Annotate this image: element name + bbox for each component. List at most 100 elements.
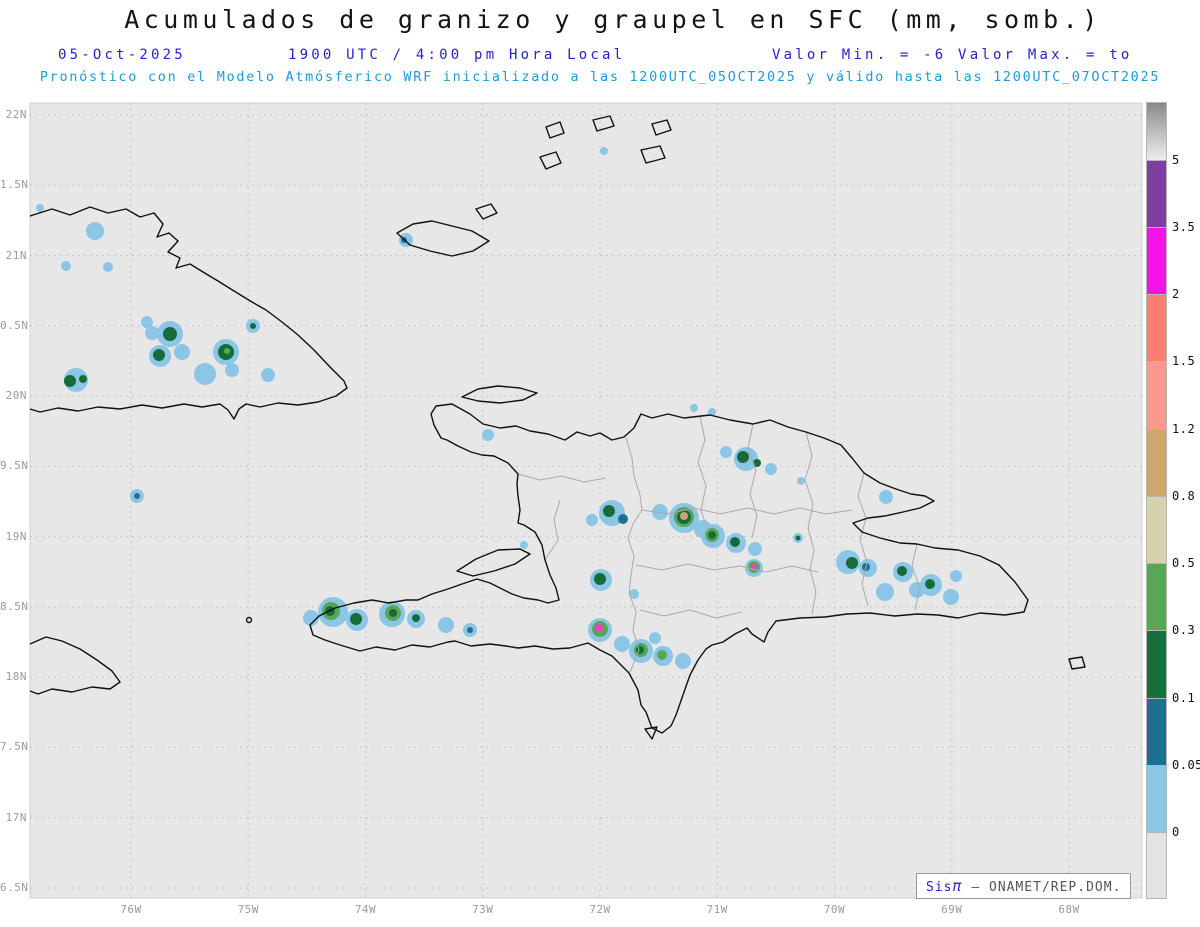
hail-cell xyxy=(649,632,661,644)
colorbar-label: 0 xyxy=(1172,825,1180,839)
page-title: Acumulados de granizo y graupel en SFC (… xyxy=(124,5,1102,34)
colorbar-segment xyxy=(1146,562,1167,633)
hail-cell xyxy=(261,368,275,382)
hail-cell xyxy=(652,504,668,520)
colorbar-label: 0.1 xyxy=(1172,690,1196,705)
hail-cell xyxy=(61,261,71,271)
province-line xyxy=(747,423,758,539)
province-line xyxy=(635,563,819,573)
map-background xyxy=(29,102,1143,899)
forecast-model-line: Pronóstico con el Modelo Atmósferico WRF… xyxy=(39,69,1161,85)
y-tick-label: 6.5N xyxy=(0,880,29,894)
hail-shading-layer xyxy=(36,147,962,669)
hail-cell xyxy=(753,459,761,467)
colorbar-segment xyxy=(1146,832,1167,899)
x-axis: 76W 75W 74W 73W 72W 71W 70W 69W 68W xyxy=(0,903,1200,921)
hail-cell xyxy=(595,624,603,632)
jamaica-coastline xyxy=(30,636,121,695)
hail-cell xyxy=(520,541,528,549)
cuba-coastline xyxy=(30,206,348,420)
hail-cell xyxy=(657,650,667,660)
coastlines xyxy=(30,115,1086,740)
colorbar-segment xyxy=(1146,495,1167,566)
hail-cell xyxy=(737,451,749,463)
minmax-label: Valor Min. = -6 Valor Max. = to xyxy=(772,47,1133,63)
great-inagua-coastline xyxy=(396,220,490,257)
colorbar-label: 5 xyxy=(1172,152,1180,167)
department-line xyxy=(517,473,607,483)
hail-cell xyxy=(846,557,858,569)
y-tick-label: 21N xyxy=(5,248,27,262)
hail-cell xyxy=(194,363,216,385)
hail-cell xyxy=(163,327,177,341)
y-tick-label: 17N xyxy=(5,810,27,824)
hail-cell xyxy=(603,505,615,517)
hail-cell xyxy=(153,349,165,361)
colorbar: 5 3.5 2 1.5 1.2 0.8 0.5 0.3 0.1 0.05 0 xyxy=(1146,0,1200,927)
province-line xyxy=(697,415,709,533)
turks-caicos-island xyxy=(545,121,565,139)
hail-cell xyxy=(79,375,87,383)
date-label: 05-Oct-2025 xyxy=(58,47,186,63)
province-line xyxy=(857,472,869,607)
y-axis: 22N 1.5N 21N 0.5N 20N 9.5N 19N 8.5N 18N 7.5N 17N 6.… xyxy=(0,0,29,927)
hail-cell xyxy=(438,617,454,633)
hispaniola-coastline xyxy=(309,403,1029,734)
colorbar-segment xyxy=(1146,764,1167,835)
y-tick-label: 0.5N xyxy=(0,318,29,332)
province-line xyxy=(639,609,743,619)
province-line xyxy=(641,507,853,515)
province-line xyxy=(911,543,921,611)
x-tick-label: 76W xyxy=(120,903,142,916)
hail-cell xyxy=(879,490,893,504)
y-tick-label: 1.5N xyxy=(0,178,29,192)
hail-cell xyxy=(765,463,777,475)
credit-box: Sisπ – ONAMET/REP.DOM. xyxy=(916,873,1132,899)
hail-cell xyxy=(680,512,688,520)
colorbar-label: 1.5 xyxy=(1172,354,1196,369)
turks-caicos-island xyxy=(640,145,666,164)
hail-cell xyxy=(134,493,140,499)
x-tick-label: 69W xyxy=(941,903,963,916)
hail-cell xyxy=(594,573,606,585)
hail-cell xyxy=(250,323,256,329)
hail-cell xyxy=(225,363,239,377)
hail-cell xyxy=(708,408,716,416)
x-tick-label: 72W xyxy=(589,903,611,916)
colorbar-segment xyxy=(1146,361,1167,431)
province-borders xyxy=(517,415,921,673)
hail-cell xyxy=(412,614,420,622)
x-tick-label: 73W xyxy=(472,903,494,916)
y-tick-label: 19N xyxy=(5,529,27,543)
colorbar-segment xyxy=(1146,428,1167,498)
hail-cell xyxy=(795,535,801,541)
turks-caicos-island xyxy=(592,115,615,132)
y-tick-label: 20N xyxy=(5,389,27,403)
turks-caicos-island xyxy=(651,119,672,136)
hail-cell xyxy=(629,589,639,599)
hail-cell xyxy=(943,589,959,605)
tortuga-island-coastline xyxy=(461,385,538,404)
colorbar-segment xyxy=(1146,226,1167,297)
hail-cell xyxy=(876,583,894,601)
hail-cell xyxy=(614,636,630,652)
hail-cell xyxy=(174,344,190,360)
hail-cell xyxy=(600,147,608,155)
haiti-dr-border xyxy=(625,437,643,673)
hail-cell xyxy=(675,653,691,669)
y-tick-label: 8.5N xyxy=(0,599,29,613)
pi-symbol: π xyxy=(952,877,963,895)
colorbar-label: 0.5 xyxy=(1172,556,1196,570)
colorbar-segment xyxy=(1146,102,1167,162)
credit-text: – ONAMET/REP.DOM. xyxy=(971,880,1122,895)
y-tick-label: 22N xyxy=(5,108,27,121)
hail-cell xyxy=(720,446,732,458)
colorbar-label: 3.5 xyxy=(1172,219,1196,234)
mona-island-coastline xyxy=(1068,656,1086,670)
colorbar-segment xyxy=(1146,159,1167,229)
colorbar-label: 0.3 xyxy=(1172,623,1196,638)
navassa-island xyxy=(245,616,253,624)
local-time-label: 1900 UTC / 4:00 pm Hora Local xyxy=(288,47,626,63)
hail-cell xyxy=(586,514,598,526)
